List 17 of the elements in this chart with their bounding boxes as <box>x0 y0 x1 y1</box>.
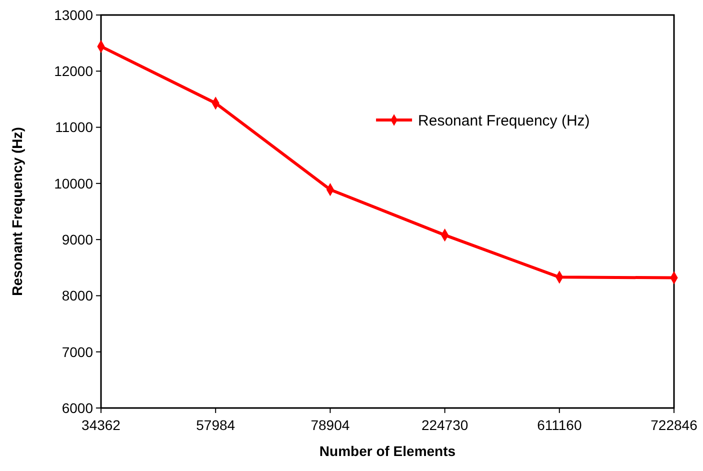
x-tick-label: 722846 <box>650 417 698 433</box>
y-tick-label: 7000 <box>62 344 94 360</box>
y-tick-label: 12000 <box>54 63 94 80</box>
y-tick-label: 13000 <box>54 6 94 23</box>
y-tick-label: 8000 <box>62 288 94 304</box>
y-axis-title: Resonant Frequency (Hz) <box>9 127 25 296</box>
x-tick-label: 57984 <box>196 417 236 433</box>
x-axis-title: Number of Elements <box>319 443 456 459</box>
x-tick-label: 611160 <box>537 417 582 433</box>
y-tick-label: 6000 <box>62 400 94 416</box>
y-tick-label: 11000 <box>55 119 94 136</box>
legend-label: Resonant Frequency (Hz) <box>418 112 590 130</box>
x-tick-label: 224730 <box>421 417 468 433</box>
y-tick-label: 9000 <box>62 231 94 248</box>
x-tick-label: 78904 <box>310 417 350 433</box>
y-tick-label: 10000 <box>54 175 94 192</box>
x-tick-label: 34362 <box>82 417 121 433</box>
